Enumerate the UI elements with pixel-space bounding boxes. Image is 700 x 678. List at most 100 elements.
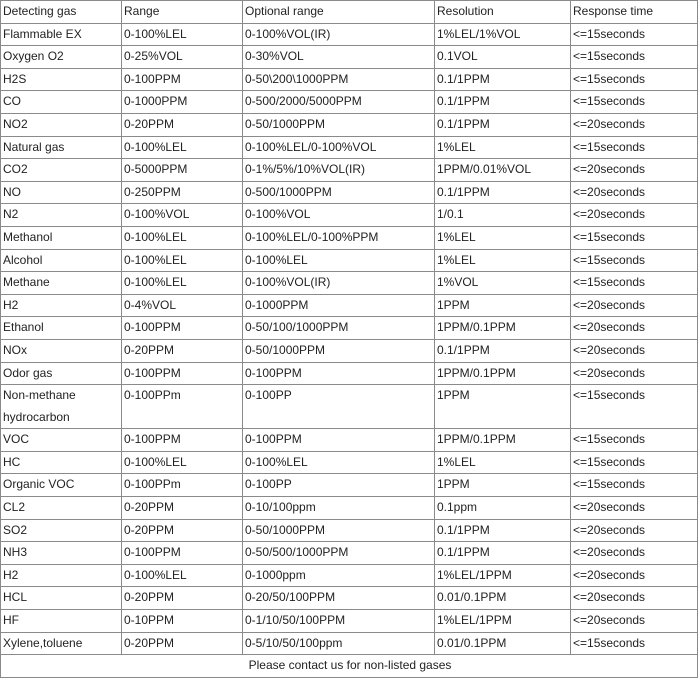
cell-range: 0-100PPM [121, 428, 243, 452]
table-row: H2 0-4%VOL 0-1000PPM 1PPM <=20seconds [0, 293, 698, 318]
cell-range: 0-100%LEL [121, 563, 243, 588]
cell-response-time: <=15seconds [570, 90, 698, 114]
table-row: VOC 0-100PPM 0-100PPM 1PPM/0.1PPM <=15second… [0, 428, 698, 452]
cell-range: 0-100%LEL [121, 450, 243, 475]
table-row: NO2 0-20PPM 0-50/1000PPM 0.1/1PPM <=20second… [0, 112, 698, 137]
cell-gas: HC [0, 450, 122, 475]
cell-optional-range: 0-50\200\1000PPM [242, 67, 435, 92]
cell-optional-range: 0-10/100ppm [242, 496, 435, 520]
cell-resolution: 1%LEL [434, 135, 571, 160]
table-row: Alcohol 0-100%LEL 0-100%LEL 1%LEL <=15second… [0, 248, 698, 273]
cell-resolution: 0.1/1PPM [434, 67, 571, 92]
table-row: Natural gas 0-100%LEL 0-100%LEL/0-100%VOL 1… [0, 135, 698, 160]
table-row: HCL 0-20PPM 0-20/50/100PPM 0.01/0.1PPM <=20s… [0, 586, 698, 611]
cell-response-time: <=15seconds [570, 384, 698, 430]
cell-gas: Flammable EX [0, 22, 122, 47]
cell-gas: HCL [0, 586, 122, 611]
cell-response-time: <=20seconds [570, 180, 698, 205]
cell-optional-range: 0-20/50/100PPM [242, 586, 435, 611]
cell-response-time: <=20seconds [570, 496, 698, 520]
cell-response-time: <=20seconds [570, 203, 698, 227]
cell-range: 0-100PPM [121, 67, 243, 92]
cell-response-time: <=15seconds [570, 225, 698, 250]
cell-range: 0-100%LEL [121, 135, 243, 160]
cell-response-time: <=20seconds [570, 586, 698, 611]
header-optional-range: Optional range [242, 0, 435, 24]
table-row: Organic VOC 0-100PPm 0-100PP 1PPM <=15second… [0, 473, 698, 498]
cell-gas: Organic VOC [0, 473, 122, 498]
cell-range: 0-100%LEL [121, 271, 243, 295]
cell-optional-range: 0-50/500/1000PPM [242, 541, 435, 565]
cell-gas: Alcohol [0, 248, 122, 273]
cell-resolution: 0.1VOL [434, 45, 571, 69]
table-row: CL2 0-20PPM 0-10/100ppm 0.1ppm <=20seconds [0, 496, 698, 520]
table-row: H2 0-100%LEL 0-1000ppm 1%LEL/1PPM <=20second… [0, 563, 698, 588]
table-row: HF 0-10PPM 0-1/10/50/100PPM 1%LEL/1PPM <=20s… [0, 609, 698, 633]
cell-response-time: <=15seconds [570, 248, 698, 273]
cell-resolution: 1/0.1 [434, 203, 571, 227]
cell-response-time: <=15seconds [570, 67, 698, 92]
header-range: Range [121, 0, 243, 24]
cell-gas: NH3 [0, 541, 122, 565]
cell-optional-range: 0-50/1000PPM [242, 112, 435, 137]
table-row: HC 0-100%LEL 0-100%LEL 1%LEL <=15seconds [0, 450, 698, 475]
cell-range: 0-100PPM [121, 361, 243, 386]
cell-optional-range: 0-100%LEL [242, 450, 435, 475]
cell-range: 0-20PPM [121, 338, 243, 363]
cell-range: 0-10PPM [121, 609, 243, 633]
cell-optional-range: 0-500/1000PPM [242, 180, 435, 205]
cell-resolution: 1PPM [434, 293, 571, 318]
cell-response-time: <=20seconds [570, 158, 698, 182]
table-row: N2 0-100%VOL 0-100%VOL 1/0.1 <=20seconds [0, 203, 698, 227]
cell-response-time: <=20seconds [570, 518, 698, 543]
header-response-time: Response time [570, 0, 698, 24]
table-row: CO 0-1000PPM 0-500/2000/5000PPM 0.1/1PPM <=1… [0, 90, 698, 114]
cell-resolution: 1PPM/0.1PPM [434, 428, 571, 452]
cell-response-time: <=15seconds [570, 473, 698, 498]
table-row: NO 0-250PPM 0-500/1000PPM 0.1/1PPM <=20secon… [0, 180, 698, 205]
cell-gas: H2 [0, 563, 122, 588]
cell-response-time: <=15seconds [570, 271, 698, 295]
cell-range: 0-20PPM [121, 631, 243, 656]
cell-optional-range: 0-100PP [242, 473, 435, 498]
footer-row: Please contact us for non-listed gases [0, 654, 698, 678]
cell-resolution: 1%LEL/1%VOL [434, 22, 571, 47]
cell-range: 0-100%VOL [121, 203, 243, 227]
table-row: Methane 0-100%LEL 0-100%VOL(IR) 1%VOL <=15se… [0, 271, 698, 295]
header-row: Detecting gas Range Optional range Resol… [0, 0, 698, 24]
cell-resolution: 1PPM [434, 473, 571, 498]
cell-response-time: <=20seconds [570, 541, 698, 565]
cell-resolution: 1PPM [434, 384, 571, 430]
cell-range: 0-100%LEL [121, 22, 243, 47]
cell-optional-range: 0-1000ppm [242, 563, 435, 588]
cell-resolution: 1%LEL/1PPM [434, 563, 571, 588]
cell-response-time: <=20seconds [570, 563, 698, 588]
cell-gas: Methane [0, 271, 122, 295]
cell-range: 0-20PPM [121, 586, 243, 611]
cell-range: 0-20PPM [121, 518, 243, 543]
cell-resolution: 1%LEL [434, 225, 571, 250]
cell-resolution: 1PPM/0.1PPM [434, 316, 571, 340]
cell-optional-range: 0-100%LEL/0-100%VOL [242, 135, 435, 160]
cell-resolution: 0.1/1PPM [434, 338, 571, 363]
cell-resolution: 0.01/0.1PPM [434, 631, 571, 656]
cell-range: 0-100PPm [121, 384, 243, 430]
cell-resolution: 1%VOL [434, 271, 571, 295]
cell-resolution: 0.1/1PPM [434, 112, 571, 137]
cell-gas: N2 [0, 203, 122, 227]
cell-gas: Xylene,toluene [0, 631, 122, 656]
table-row: SO2 0-20PPM 0-50/1000PPM 0.1/1PPM <=20second… [0, 518, 698, 543]
cell-range: 0-20PPM [121, 496, 243, 520]
cell-resolution: 0.1/1PPM [434, 541, 571, 565]
cell-optional-range: 0-500/2000/5000PPM [242, 90, 435, 114]
cell-range: 0-1000PPM [121, 90, 243, 114]
cell-optional-range: 0-100%VOL(IR) [242, 22, 435, 47]
table-row: Ethanol 0-100PPM 0-50/100/1000PPM 1PPM/0.1P… [0, 316, 698, 340]
cell-optional-range: 0-1000PPM [242, 293, 435, 318]
cell-resolution: 0.01/0.1PPM [434, 586, 571, 611]
cell-response-time: <=20seconds [570, 293, 698, 318]
cell-optional-range: 0-100PP [242, 384, 435, 430]
cell-optional-range: 0-5/10/50/100ppm [242, 631, 435, 656]
cell-gas: VOC [0, 428, 122, 452]
